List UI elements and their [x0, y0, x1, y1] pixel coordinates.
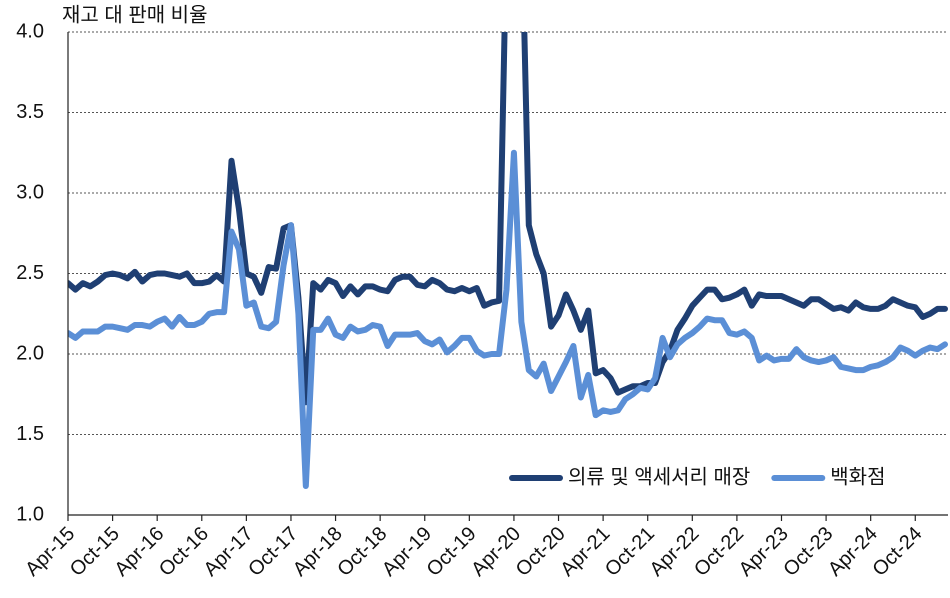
y-tick-label: 1.5: [16, 423, 44, 445]
y-tick-label: 2.0: [16, 342, 44, 364]
y-tick-label: 3.0: [16, 181, 44, 203]
legend: 의류 및 액세서리 매장 백화점: [509, 465, 885, 488]
chart-title: 재고 대 판매 비율: [62, 3, 207, 26]
x-tick-label: Oct-15: [66, 523, 124, 581]
x-tick-label: Oct-17: [244, 523, 302, 581]
legend-label: 백화점: [830, 465, 885, 488]
x-tick-label: Apr-22: [646, 523, 704, 581]
x-tick-label: Apr-19: [378, 523, 436, 581]
x-tick-label: Apr-18: [289, 523, 347, 581]
plot-area: [68, 32, 948, 490]
y-tick-label: 3.5: [16, 101, 44, 123]
x-tick-label: Oct-20: [512, 523, 570, 581]
series-line: [68, 149, 948, 490]
x-tick-label: Apr-24: [824, 523, 882, 581]
y-tick-label: 4.0: [16, 20, 44, 42]
series-line: [68, 32, 948, 406]
legend-label: 의류 및 액세서리 매장: [568, 465, 750, 488]
x-tick-label: Oct-22: [690, 523, 748, 581]
x-tick-label: Oct-16: [155, 523, 213, 581]
y-tick-label: 2.5: [16, 262, 44, 284]
x-tick-label: Oct-21: [601, 523, 659, 581]
x-tick-label: Oct-19: [423, 523, 481, 581]
x-tick-label: Oct-18: [333, 523, 391, 581]
x-tick-label: Oct-23: [779, 523, 837, 581]
x-tick-label: Apr-21: [556, 523, 614, 581]
x-tick-label: Apr-15: [21, 523, 79, 581]
x-tick-label: Apr-17: [200, 523, 258, 581]
x-tick-label: Apr-20: [467, 523, 525, 581]
x-tick-label: Oct-24: [869, 523, 927, 581]
y-tick-label: 1.0: [16, 503, 44, 525]
x-tick-label: Apr-23: [735, 523, 793, 581]
x-tick-label: Apr-16: [110, 523, 168, 581]
